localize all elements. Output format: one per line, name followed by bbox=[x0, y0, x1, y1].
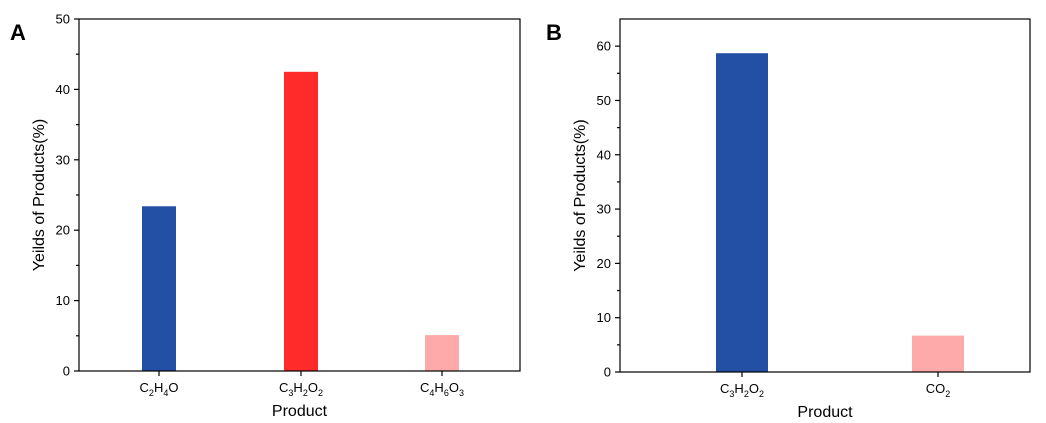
panel-a-y-axis-title: Yeilds of Products(%) bbox=[31, 119, 48, 271]
formula-part: O bbox=[308, 380, 318, 395]
panel-a-bar-3 bbox=[425, 335, 459, 371]
formula-part: 2 bbox=[303, 388, 308, 398]
formula-part: H bbox=[734, 381, 743, 396]
formula-part: 4 bbox=[163, 388, 168, 398]
panel-a-category-label: C2H4O bbox=[140, 380, 179, 398]
panel-a-ytick-label: 0 bbox=[63, 364, 70, 379]
panel-b-plot-frame bbox=[619, 18, 1031, 373]
panel-a-ytick-label: 20 bbox=[56, 223, 70, 238]
panel-a-ytick-label: 40 bbox=[56, 82, 70, 97]
formula-part: 4 bbox=[429, 388, 434, 398]
panel-b-label: B bbox=[546, 20, 562, 45]
panel-b-bar-1 bbox=[716, 53, 768, 373]
panel-b-ytick-label: 10 bbox=[597, 310, 611, 325]
panel-a-category-label: C4H6O3 bbox=[420, 380, 464, 398]
formula-part: 3 bbox=[459, 388, 464, 398]
panel-b-ytick-label: 50 bbox=[597, 93, 611, 108]
formula-part: H bbox=[434, 380, 443, 395]
formula-part: O bbox=[749, 381, 759, 396]
formula-part: CO bbox=[926, 381, 946, 396]
formula-part: 2 bbox=[945, 389, 950, 399]
formula-part: C bbox=[279, 380, 288, 395]
panel-b-bar-2 bbox=[912, 335, 964, 372]
formula-part: O bbox=[168, 380, 178, 395]
formula-part: 2 bbox=[744, 389, 749, 399]
formula-part: H bbox=[293, 380, 302, 395]
panel-b-ytick-label: 20 bbox=[597, 256, 611, 271]
panel-a-ytick-label: 30 bbox=[56, 152, 70, 167]
panel-b-category-label: CO2 bbox=[926, 381, 951, 399]
formula-part: 2 bbox=[759, 389, 764, 399]
panel-a-bar-2 bbox=[284, 71, 318, 372]
panel-b-ytick-label: 0 bbox=[604, 365, 611, 380]
formula-part: 3 bbox=[288, 388, 293, 398]
panel-b-x-axis-title: Product bbox=[797, 404, 853, 421]
formula-part: H bbox=[154, 380, 163, 395]
panel-b-ytick-label: 30 bbox=[597, 202, 611, 217]
formula-part: O bbox=[449, 380, 459, 395]
formula-part: C bbox=[420, 380, 429, 395]
formula-part: C bbox=[720, 381, 729, 396]
panel-a-category-label: C3H2O2 bbox=[279, 380, 323, 398]
panel-a-label: A bbox=[10, 20, 26, 45]
panel-a-bar-1 bbox=[142, 206, 176, 371]
formula-part: C bbox=[140, 380, 149, 395]
panel-a-ytick-label: 50 bbox=[56, 12, 70, 27]
panel-b-ytick-label: 60 bbox=[597, 39, 611, 54]
panel-a-ytick-label: 10 bbox=[56, 293, 70, 308]
formula-part: 2 bbox=[318, 388, 323, 398]
panel-a-x-axis-title: Product bbox=[272, 403, 328, 420]
panel-b-ytick-label: 40 bbox=[597, 147, 611, 162]
formula-part: 2 bbox=[149, 388, 154, 398]
panel-b-category-label: C3H2O2 bbox=[720, 381, 764, 399]
formula-part: 3 bbox=[729, 389, 734, 399]
panel-b-y-axis-title: Yeilds of Products(%) bbox=[572, 119, 589, 271]
formula-part: 6 bbox=[444, 388, 449, 398]
